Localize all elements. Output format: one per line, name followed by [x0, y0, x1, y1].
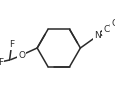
Text: F: F — [0, 58, 4, 67]
Text: N: N — [93, 31, 100, 41]
Text: O: O — [110, 19, 115, 29]
Text: F: F — [9, 40, 14, 49]
Text: O: O — [18, 51, 25, 60]
Text: C: C — [102, 26, 108, 34]
